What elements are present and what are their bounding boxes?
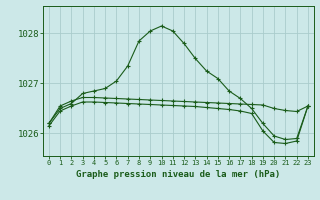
X-axis label: Graphe pression niveau de la mer (hPa): Graphe pression niveau de la mer (hPa) [76,170,281,179]
